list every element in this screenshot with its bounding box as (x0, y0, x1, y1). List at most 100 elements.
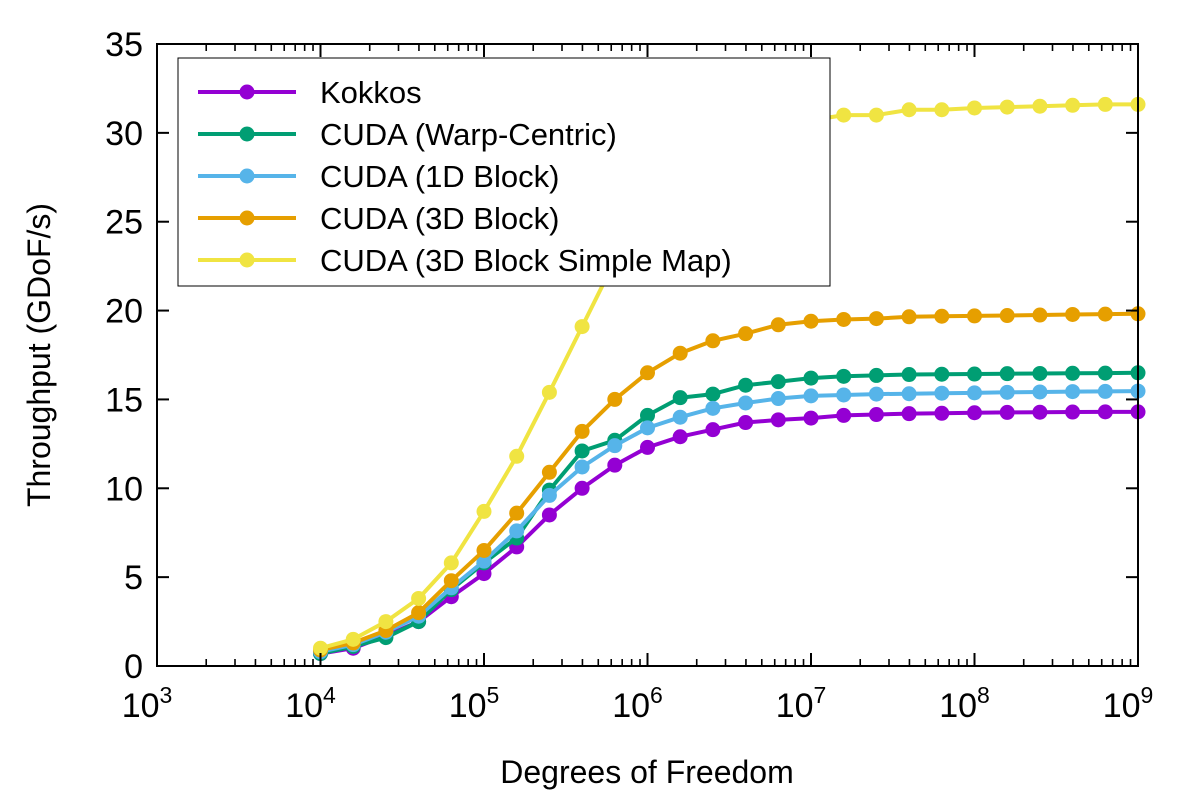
data-point (574, 443, 590, 459)
x-tick-label: 103 (122, 682, 173, 725)
data-point (640, 407, 655, 423)
data-point (738, 415, 754, 431)
x-tick-label: 108 (939, 682, 990, 725)
data-point (967, 405, 982, 421)
data-point (509, 505, 525, 521)
data-point (803, 410, 819, 426)
data-point (999, 308, 1015, 324)
data-point (901, 406, 917, 422)
legend-box (177, 57, 831, 287)
data-point (443, 555, 459, 571)
data-point (934, 385, 950, 401)
data-point (1065, 404, 1081, 420)
legend-marker (239, 252, 255, 268)
data-point (999, 404, 1015, 420)
data-point (574, 423, 590, 439)
data-point (770, 374, 786, 390)
data-point (541, 487, 557, 503)
x-axis-title: Degrees of Freedom (500, 754, 793, 790)
data-point (934, 366, 950, 382)
data-point (345, 631, 361, 647)
data-point (1065, 97, 1081, 113)
data-point (476, 566, 492, 582)
data-point (934, 308, 950, 324)
data-point (770, 412, 786, 428)
y-tick-label: 25 (105, 204, 143, 242)
data-point (574, 459, 590, 475)
legend-label: CUDA (1D Block) (320, 159, 559, 194)
legend-marker (239, 84, 255, 100)
data-point (509, 448, 525, 464)
series-line (320, 370, 1139, 656)
legend-item: CUDA (1D Block) (198, 159, 559, 194)
legend-label: CUDA (Warp-Centric) (320, 117, 617, 152)
data-point (476, 553, 492, 569)
data-point (313, 640, 328, 656)
data-point (836, 387, 852, 403)
y-tick-label: 30 (105, 115, 143, 153)
data-point (607, 391, 623, 407)
data-point (509, 523, 525, 539)
data-point (1097, 365, 1113, 381)
data-point (901, 309, 917, 325)
data-point (999, 99, 1015, 115)
data-point (803, 313, 819, 329)
data-point (868, 311, 884, 327)
data-point (868, 386, 884, 402)
y-tick-label: 20 (105, 293, 143, 331)
x-tick-label: 104 (285, 682, 336, 725)
y-axis-title: Throughput (GDoF/s) (21, 203, 57, 507)
data-point (1032, 404, 1048, 420)
data-point (411, 605, 427, 621)
legend: Kokkos CUDA (Warp-Centric) CUDA (1D Block)… (177, 57, 831, 287)
data-point (803, 370, 819, 386)
data-point (738, 377, 754, 393)
y-tick-label: 5 (124, 559, 143, 597)
data-point (541, 384, 557, 400)
data-point (672, 345, 688, 361)
data-point (1097, 306, 1113, 322)
data-point (999, 384, 1015, 400)
data-point (1065, 306, 1081, 322)
x-tick-label: 106 (612, 682, 663, 725)
y-tick-label: 10 (105, 470, 143, 508)
data-point (967, 100, 982, 116)
data-point (705, 333, 721, 349)
series-1 (313, 365, 1146, 662)
data-point (476, 503, 492, 519)
data-point (967, 385, 982, 401)
x-tick-label: 105 (449, 682, 500, 725)
data-point (967, 366, 982, 382)
x-axis-ticks: 103 104 105 106 107 108 109 (122, 44, 1154, 725)
legend-label: CUDA (3D Block) (320, 201, 559, 236)
data-point (705, 422, 721, 438)
legend-marker (239, 168, 255, 184)
data-point (1097, 404, 1113, 420)
series-line (320, 409, 1138, 656)
data-point (672, 429, 688, 445)
data-point (1065, 365, 1081, 381)
data-point (1032, 365, 1048, 381)
data-point (868, 107, 884, 123)
data-point (999, 366, 1015, 382)
data-point (901, 102, 917, 118)
data-point (738, 395, 754, 411)
legend-marker (239, 126, 255, 142)
data-point (901, 386, 917, 402)
data-point (672, 409, 688, 425)
data-point (836, 311, 852, 327)
data-point (574, 480, 590, 496)
data-point (934, 102, 950, 118)
x-tick-label: 109 (1103, 682, 1154, 725)
data-point (770, 317, 786, 333)
data-point (411, 590, 427, 606)
series-line (320, 389, 1139, 654)
legend-item: CUDA (3D Block Simple Map) (198, 243, 732, 278)
data-point (476, 542, 492, 558)
data-point (836, 368, 852, 384)
legend-label: Kokkos (320, 75, 422, 110)
data-point (541, 464, 557, 480)
data-point (705, 386, 721, 402)
legend-item: CUDA (3D Block) (198, 201, 559, 236)
x-tick-label: 107 (776, 682, 827, 725)
